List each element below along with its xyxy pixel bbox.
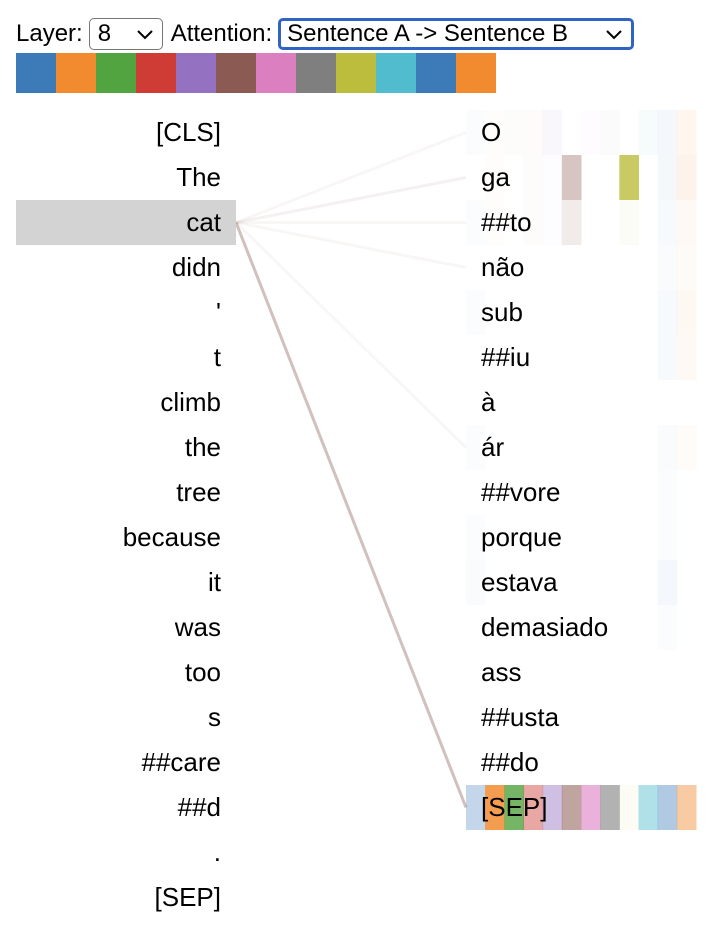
sentence-a-token[interactable]: [SEP] <box>16 875 236 920</box>
chevron-down-icon <box>136 28 154 40</box>
head-swatch-1[interactable] <box>16 53 56 93</box>
sentence-a-token[interactable]: ##d <box>16 785 236 830</box>
layer-select[interactable]: 8 <box>88 18 163 50</box>
sentence-a-token[interactable]: was <box>16 605 236 650</box>
sentence-b-token[interactable]: ass <box>466 650 696 695</box>
sentence-a-token-text: tree <box>176 477 221 507</box>
sentence-b-token-text: sub <box>481 297 523 327</box>
sentence-a-token-text: climb <box>160 387 221 417</box>
sentence-b-token[interactable]: [SEP] <box>466 785 696 830</box>
sentence-a-token-text: the <box>184 432 221 462</box>
sentence-a-token-text: ##care <box>141 747 222 777</box>
sentence-b-token[interactable]: ##do <box>466 740 696 785</box>
sentence-b-token-text: ár <box>481 432 505 462</box>
sentence-b-token[interactable]: não <box>466 245 696 290</box>
sentence-a-token[interactable]: the <box>16 425 236 470</box>
sentence-b-token[interactable]: ##iu <box>466 335 696 380</box>
head-swatch-6[interactable] <box>216 53 256 93</box>
sentence-b-token[interactable]: ##vore <box>466 470 696 515</box>
sentence-b-token[interactable]: ár <box>466 425 696 470</box>
sentence-b-token-text: ##vore <box>481 477 561 507</box>
sentence-b-token-text: [SEP] <box>481 792 548 822</box>
sentence-a-token-text: too <box>184 657 221 687</box>
sentence-b-token-text: ga <box>481 162 510 192</box>
head-swatch-3[interactable] <box>96 53 136 93</box>
sentence-a-token-text: was <box>174 612 221 642</box>
sentence-a-tokens: [CLS] The cat didn ' t climb the tree because it wa… <box>16 110 236 920</box>
layer-select-value: 8 <box>97 20 112 47</box>
sentence-a-token[interactable]: t <box>16 335 236 380</box>
sentence-a-token-text: cat <box>186 207 221 237</box>
sentence-b-token[interactable]: ##usta <box>466 695 696 740</box>
sentence-a-token-text: . <box>213 837 221 867</box>
sentence-a-token[interactable]: ##care <box>16 740 236 785</box>
attention-select[interactable]: Sentence A -> Sentence B <box>278 18 635 50</box>
head-swatch-11[interactable] <box>416 53 456 93</box>
sentence-a-token-text: The <box>176 162 221 192</box>
attention-line <box>234 221 468 449</box>
attention-label: Attention: <box>170 20 273 47</box>
sentence-b-token-text: à <box>481 387 496 417</box>
sentence-a-token-text: s <box>208 702 221 732</box>
sentence-b-token[interactable]: O <box>466 110 696 155</box>
sentence-b-token[interactable]: porque <box>466 515 696 560</box>
sentence-b-token-text: estava <box>481 567 558 597</box>
sentence-a-token[interactable]: cat <box>16 200 236 245</box>
sentence-a-token-text: it <box>208 567 221 597</box>
sentence-a-token[interactable]: The <box>16 155 236 200</box>
sentence-a-token[interactable]: [CLS] <box>16 110 236 155</box>
sentence-a-token-text: because <box>122 522 221 552</box>
sentence-a-token[interactable]: because <box>16 515 236 560</box>
sentence-b-token[interactable]: à <box>466 380 696 425</box>
attention-controls: Layer: 8 Attention: Sentence A -> Senten… <box>16 16 635 52</box>
sentence-a-token-text: ##d <box>177 792 221 822</box>
sentence-b-token[interactable]: ga <box>466 155 696 200</box>
head-color-swatches <box>16 53 496 93</box>
head-swatch-12[interactable] <box>456 53 496 93</box>
sentence-a-token-text: t <box>213 342 221 372</box>
sentence-b-token[interactable]: demasiado <box>466 605 696 650</box>
sentence-a-token-text: [SEP] <box>154 882 221 912</box>
head-swatch-5[interactable] <box>176 53 216 93</box>
sentence-a-token-text: [CLS] <box>155 117 221 147</box>
sentence-a-token-text: didn <box>171 252 221 282</box>
attention-line <box>235 176 467 224</box>
chevron-down-icon <box>605 28 623 40</box>
sentence-a-token[interactable]: climb <box>16 380 236 425</box>
sentence-a-token[interactable]: it <box>16 560 236 605</box>
sentence-a-token[interactable]: . <box>16 830 236 875</box>
sentence-b-token[interactable]: estava <box>466 560 696 605</box>
sentence-b-token-text: ass <box>481 657 522 687</box>
head-swatch-9[interactable] <box>336 53 376 93</box>
sentence-b-token-text: porque <box>481 522 562 552</box>
sentence-a-token[interactable]: tree <box>16 470 236 515</box>
sentence-b-token[interactable]: sub <box>466 290 696 335</box>
sentence-b-token[interactable]: ##to <box>466 200 696 245</box>
sentence-a-token[interactable]: ' <box>16 290 236 335</box>
layer-label: Layer: <box>16 20 83 47</box>
sentence-a-token-text: ' <box>216 297 221 327</box>
sentence-b-token-text: não <box>481 252 525 282</box>
sentence-b-token-text: ##do <box>481 747 539 777</box>
sentence-b-token-text: O <box>481 117 502 147</box>
sentence-a-token[interactable]: too <box>16 650 236 695</box>
attention-select-value: Sentence A -> Sentence B <box>287 20 568 47</box>
head-swatch-7[interactable] <box>256 53 296 93</box>
sentence-b-token-text: demasiado <box>481 612 609 642</box>
sentence-b-token-text: ##to <box>481 207 532 237</box>
attention-line <box>235 131 467 224</box>
head-swatch-2[interactable] <box>56 53 96 93</box>
head-swatch-10[interactable] <box>376 53 416 93</box>
head-swatch-4[interactable] <box>136 53 176 93</box>
sentence-b-token-text: ##usta <box>481 702 560 732</box>
attention-line <box>235 221 467 269</box>
sentence-a-token[interactable]: s <box>16 695 236 740</box>
sentence-b-token-text: ##iu <box>481 342 531 372</box>
attention-line <box>234 221 468 809</box>
head-swatch-8[interactable] <box>296 53 336 93</box>
sentence-a-token[interactable]: didn <box>16 245 236 290</box>
